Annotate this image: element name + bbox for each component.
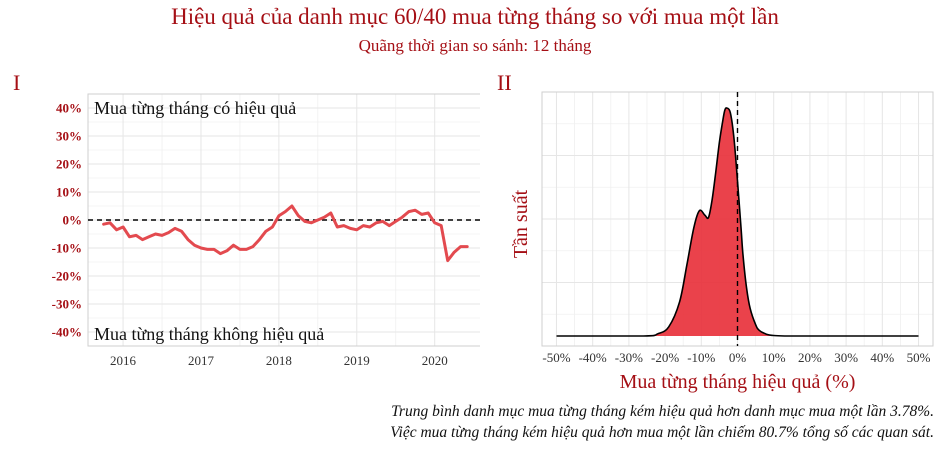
chart-title: Hiệu quả của danh mục 60/40 mua từng thá… [171,4,779,29]
x-tick-label: 2019 [344,353,370,368]
x-tick-label: 30% [834,350,858,365]
x-axis-title: Mua từng tháng hiệu quả (%) [620,371,856,393]
x-tick-label: 2017 [188,353,215,368]
x-tick-label: -50% [542,350,570,365]
x-tick-label: 2018 [266,353,292,368]
density-chart: -50% -40% -30% -20% -10% 0% 10% 20% 30% 40% 50% Mua… [510,91,934,393]
chart-subtitle: Quãng thời gian so sánh: 12 tháng [358,36,592,55]
y-tick-label: -20% [52,269,82,284]
density-outline [556,107,919,337]
y-tick-label: 20% [56,157,82,172]
x-tick-label: 50% [907,350,931,365]
annotation-bottom: Mua từng tháng không hiệu quả [94,324,324,344]
y-tick-label: 0% [63,213,83,228]
x-tick-label: 2020 [422,353,448,368]
panel-label-left: I [13,70,21,95]
x-tick-label: -10% [687,350,715,365]
y-tick-label: 10% [56,185,82,200]
x-tick-label: 2016 [110,353,137,368]
footnote-share: Việc mua từng tháng kém hiệu quả hơn mua… [390,424,934,441]
y-tick-label: -40% [52,325,82,340]
series-line [102,204,469,263]
y-axis-title: Tần suất [510,189,532,258]
x-tick-label: 0% [729,350,747,365]
y-tick-label: -10% [52,241,82,256]
x-tick-label: -30% [615,350,643,365]
footnote-average: Trung bình danh mục mua từng tháng kém h… [391,403,934,420]
x-tick-label: 10% [762,350,786,365]
x-tick-label: -40% [579,350,607,365]
panel-label-right: II [497,70,512,95]
time-series-chart: -40% -30% -20% -10% 0% 10% 20% 30% 40% 2016 2017 20… [52,93,480,368]
x-tick-label: 40% [870,350,894,365]
y-tick-label: 40% [56,101,82,116]
x-tick-label: -20% [651,350,679,365]
y-tick-label: 30% [56,129,82,144]
annotation-top: Mua từng tháng có hiệu quả [94,98,296,118]
x-tick-label: 20% [798,350,822,365]
y-tick-label: -30% [52,297,82,312]
